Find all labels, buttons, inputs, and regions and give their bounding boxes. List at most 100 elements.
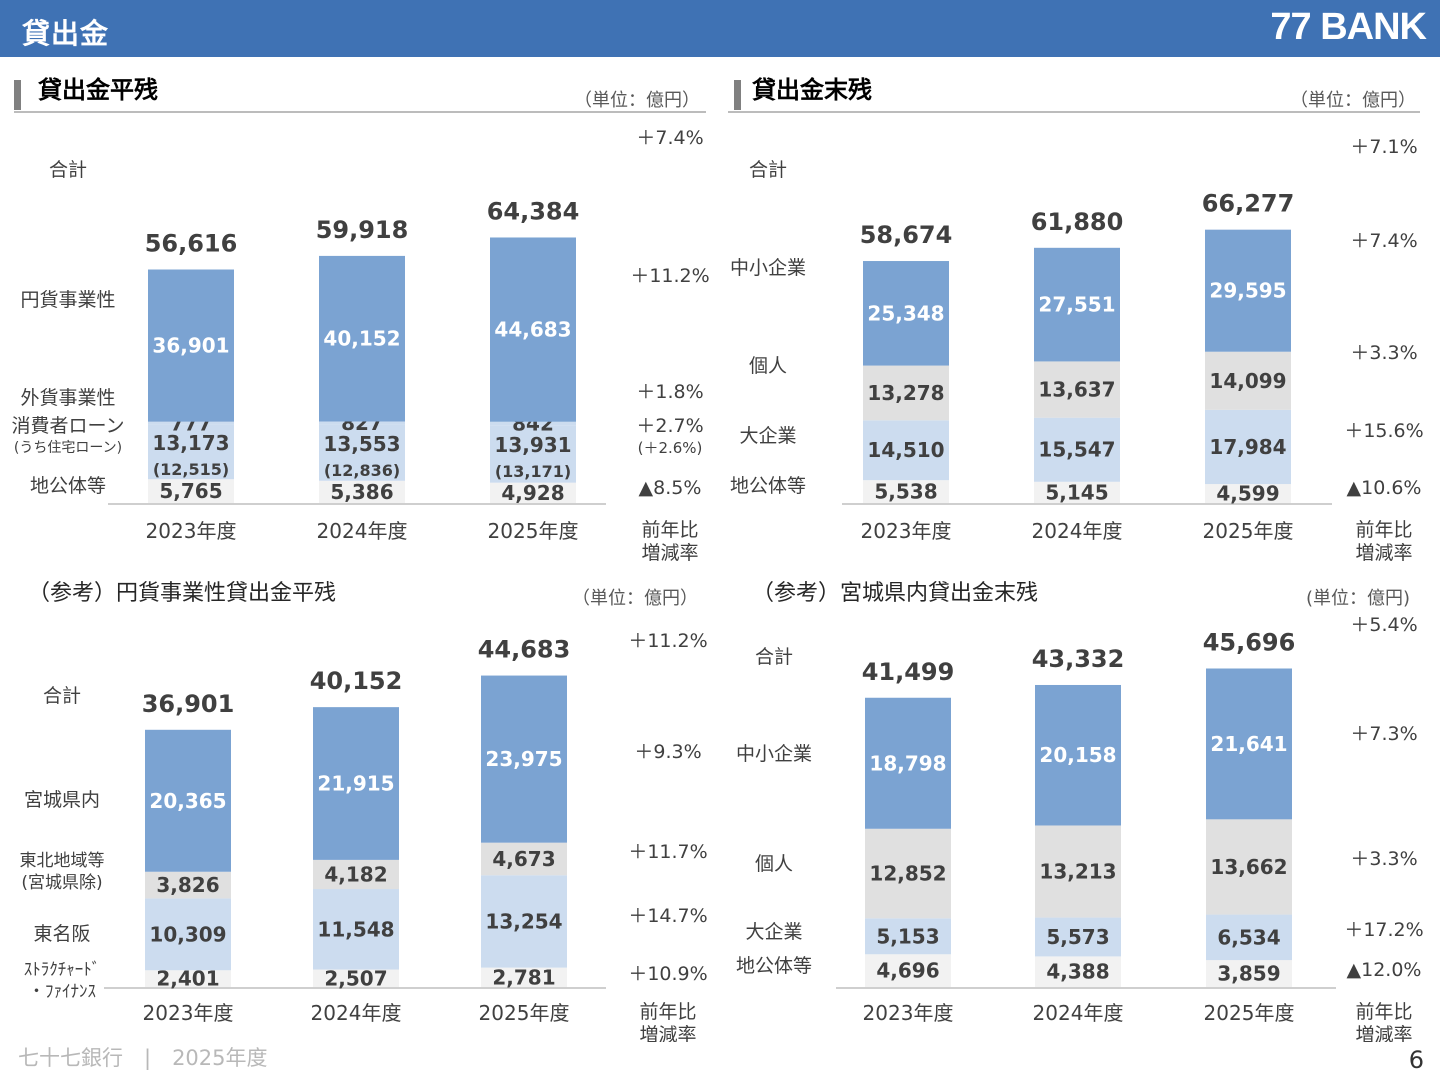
bar-segment bbox=[865, 828, 951, 919]
category-label: 2024年度 bbox=[1033, 1001, 1124, 1025]
change-value: ＋3.3% bbox=[1350, 342, 1417, 364]
data-label: 21,641 bbox=[1210, 732, 1287, 756]
row-label: 消費者ローン bbox=[11, 415, 124, 437]
chart-average-balance: 貸出金平残 （単位：億円）5,76513,173(12,515)77736,901… bbox=[11, 76, 709, 564]
bar-segment bbox=[1205, 484, 1291, 503]
category-label: 2023年度 bbox=[143, 1001, 234, 1025]
data-label: 13,662 bbox=[1210, 855, 1287, 879]
unit-label: （単位：億円） bbox=[574, 90, 700, 111]
total-label: 45,696 bbox=[1203, 628, 1296, 656]
unit-label: (単位：億円) bbox=[1306, 588, 1410, 609]
bar-segment bbox=[1034, 481, 1120, 503]
data-label: 4,182 bbox=[324, 862, 387, 886]
bar-segment bbox=[313, 859, 399, 890]
data-label: 5,573 bbox=[1046, 925, 1109, 949]
change-header: 前年比増減率 bbox=[1355, 519, 1412, 564]
title-marker bbox=[734, 80, 741, 110]
change-header: 前年比増減率 bbox=[1355, 1001, 1412, 1042]
bar-segment bbox=[148, 424, 234, 480]
change-subvalue: (＋2.6%) bbox=[638, 439, 703, 457]
row-label: 東名阪 bbox=[33, 923, 90, 945]
data-label: 27,551 bbox=[1038, 293, 1115, 317]
bar-segment bbox=[145, 729, 231, 872]
bar-segment bbox=[863, 365, 949, 421]
header-bar: 貸出金 77 BANK bbox=[0, 0, 1440, 57]
bar-segment bbox=[145, 871, 231, 899]
data-label: 20,158 bbox=[1039, 743, 1116, 767]
row-sublabel: (うち住宅ローン) bbox=[14, 440, 122, 456]
bar-segment bbox=[145, 898, 231, 971]
row-label: 宮城県内 bbox=[24, 789, 100, 811]
row-label: 地公体等 bbox=[736, 955, 812, 977]
bar-segment bbox=[1034, 361, 1120, 418]
data-label: 11,548 bbox=[317, 917, 394, 941]
page-number: 6 bbox=[1408, 1046, 1424, 1074]
bar-segment bbox=[863, 420, 949, 481]
bar-segment bbox=[1034, 247, 1120, 362]
data-label: 2,401 bbox=[156, 967, 219, 991]
data-label: 44,683 bbox=[494, 318, 571, 342]
unit-label: （単位：億円） bbox=[1290, 90, 1416, 111]
bar-segment bbox=[1035, 825, 1121, 918]
change-value: ＋11.2% bbox=[630, 265, 709, 287]
change-total: ＋7.4% bbox=[636, 127, 703, 149]
data-label: 13,173 bbox=[152, 431, 229, 455]
chart-miyagi-ending: （参考）宮城県内貸出金末残 (単位：億円) 4,696 5,153 12,852 18,7… bbox=[736, 581, 1424, 1042]
category-label: 2023年度 bbox=[146, 519, 237, 543]
data-label: 5,538 bbox=[874, 480, 937, 504]
data-label: 4,388 bbox=[1046, 960, 1109, 984]
change-value: ▲12.0% bbox=[1347, 959, 1422, 981]
row-label: 地公体等 bbox=[30, 475, 106, 497]
row-label: 大企業 bbox=[739, 425, 796, 447]
total-label: 64,384 bbox=[487, 197, 580, 225]
bank-logo: 77 BANK bbox=[1270, 6, 1427, 48]
data-label: 12,852 bbox=[869, 862, 946, 886]
bar-segment bbox=[863, 480, 949, 503]
row-label-total: 合計 bbox=[49, 159, 87, 181]
data-label: 13,278 bbox=[867, 381, 944, 405]
bar-segment bbox=[319, 255, 405, 422]
data-label: 5,145 bbox=[1045, 480, 1108, 504]
unit-label: （単位：億円） bbox=[572, 588, 698, 609]
bar-segment bbox=[1206, 914, 1292, 961]
total-label: 58,674 bbox=[860, 221, 953, 249]
category-label: 2025年度 bbox=[488, 519, 579, 543]
page-title: 貸出金 bbox=[22, 17, 110, 50]
total-label: 61,880 bbox=[1031, 208, 1124, 236]
data-label: 6,534 bbox=[1217, 925, 1280, 949]
row-label: 個人 bbox=[755, 853, 793, 875]
bar-segment bbox=[1035, 956, 1121, 987]
category-label: 2025年度 bbox=[1204, 1001, 1295, 1025]
data-label: 13,553 bbox=[323, 432, 400, 456]
row-label: 地公体等 bbox=[730, 475, 806, 497]
bar-segment bbox=[1206, 960, 1292, 987]
change-header: 前年比増減率 bbox=[641, 519, 698, 564]
total-label: 56,616 bbox=[145, 230, 238, 258]
row-label-total: 合計 bbox=[749, 159, 787, 181]
data-sublabel: (12,515) bbox=[153, 460, 229, 479]
data-label: 15,547 bbox=[1038, 438, 1115, 462]
data-sublabel: (12,836) bbox=[324, 461, 400, 480]
change-value: ▲8.5% bbox=[639, 477, 702, 499]
total-label: 41,499 bbox=[862, 658, 955, 686]
bar-segment bbox=[490, 482, 576, 503]
category-label: 2024年度 bbox=[317, 519, 408, 543]
bar-segment bbox=[1206, 668, 1292, 820]
data-label: 13,254 bbox=[485, 909, 562, 933]
row-label: 個人 bbox=[749, 355, 787, 377]
data-label: 18,798 bbox=[869, 751, 946, 775]
bar-segment bbox=[319, 421, 405, 425]
bar-segment bbox=[481, 675, 567, 843]
chart-title: （参考）宮城県内貸出金末残 bbox=[752, 581, 1038, 606]
data-label: 36,901 bbox=[152, 334, 229, 358]
bar-segment bbox=[481, 967, 567, 987]
data-label: 2,507 bbox=[324, 966, 387, 990]
bar-segment bbox=[490, 421, 576, 426]
bar-segment bbox=[313, 889, 399, 970]
bar-segment bbox=[319, 424, 405, 481]
change-value: ＋7.3% bbox=[1350, 723, 1417, 745]
chart-title: 貸出金末残 bbox=[752, 76, 872, 104]
change-value: ＋11.7% bbox=[628, 841, 707, 863]
data-label: 25,348 bbox=[867, 301, 944, 325]
chart-ending-balance: 貸出金末残 （単位：億円） 5,538 14,510 13,278 25,348 58,67… bbox=[728, 76, 1424, 564]
